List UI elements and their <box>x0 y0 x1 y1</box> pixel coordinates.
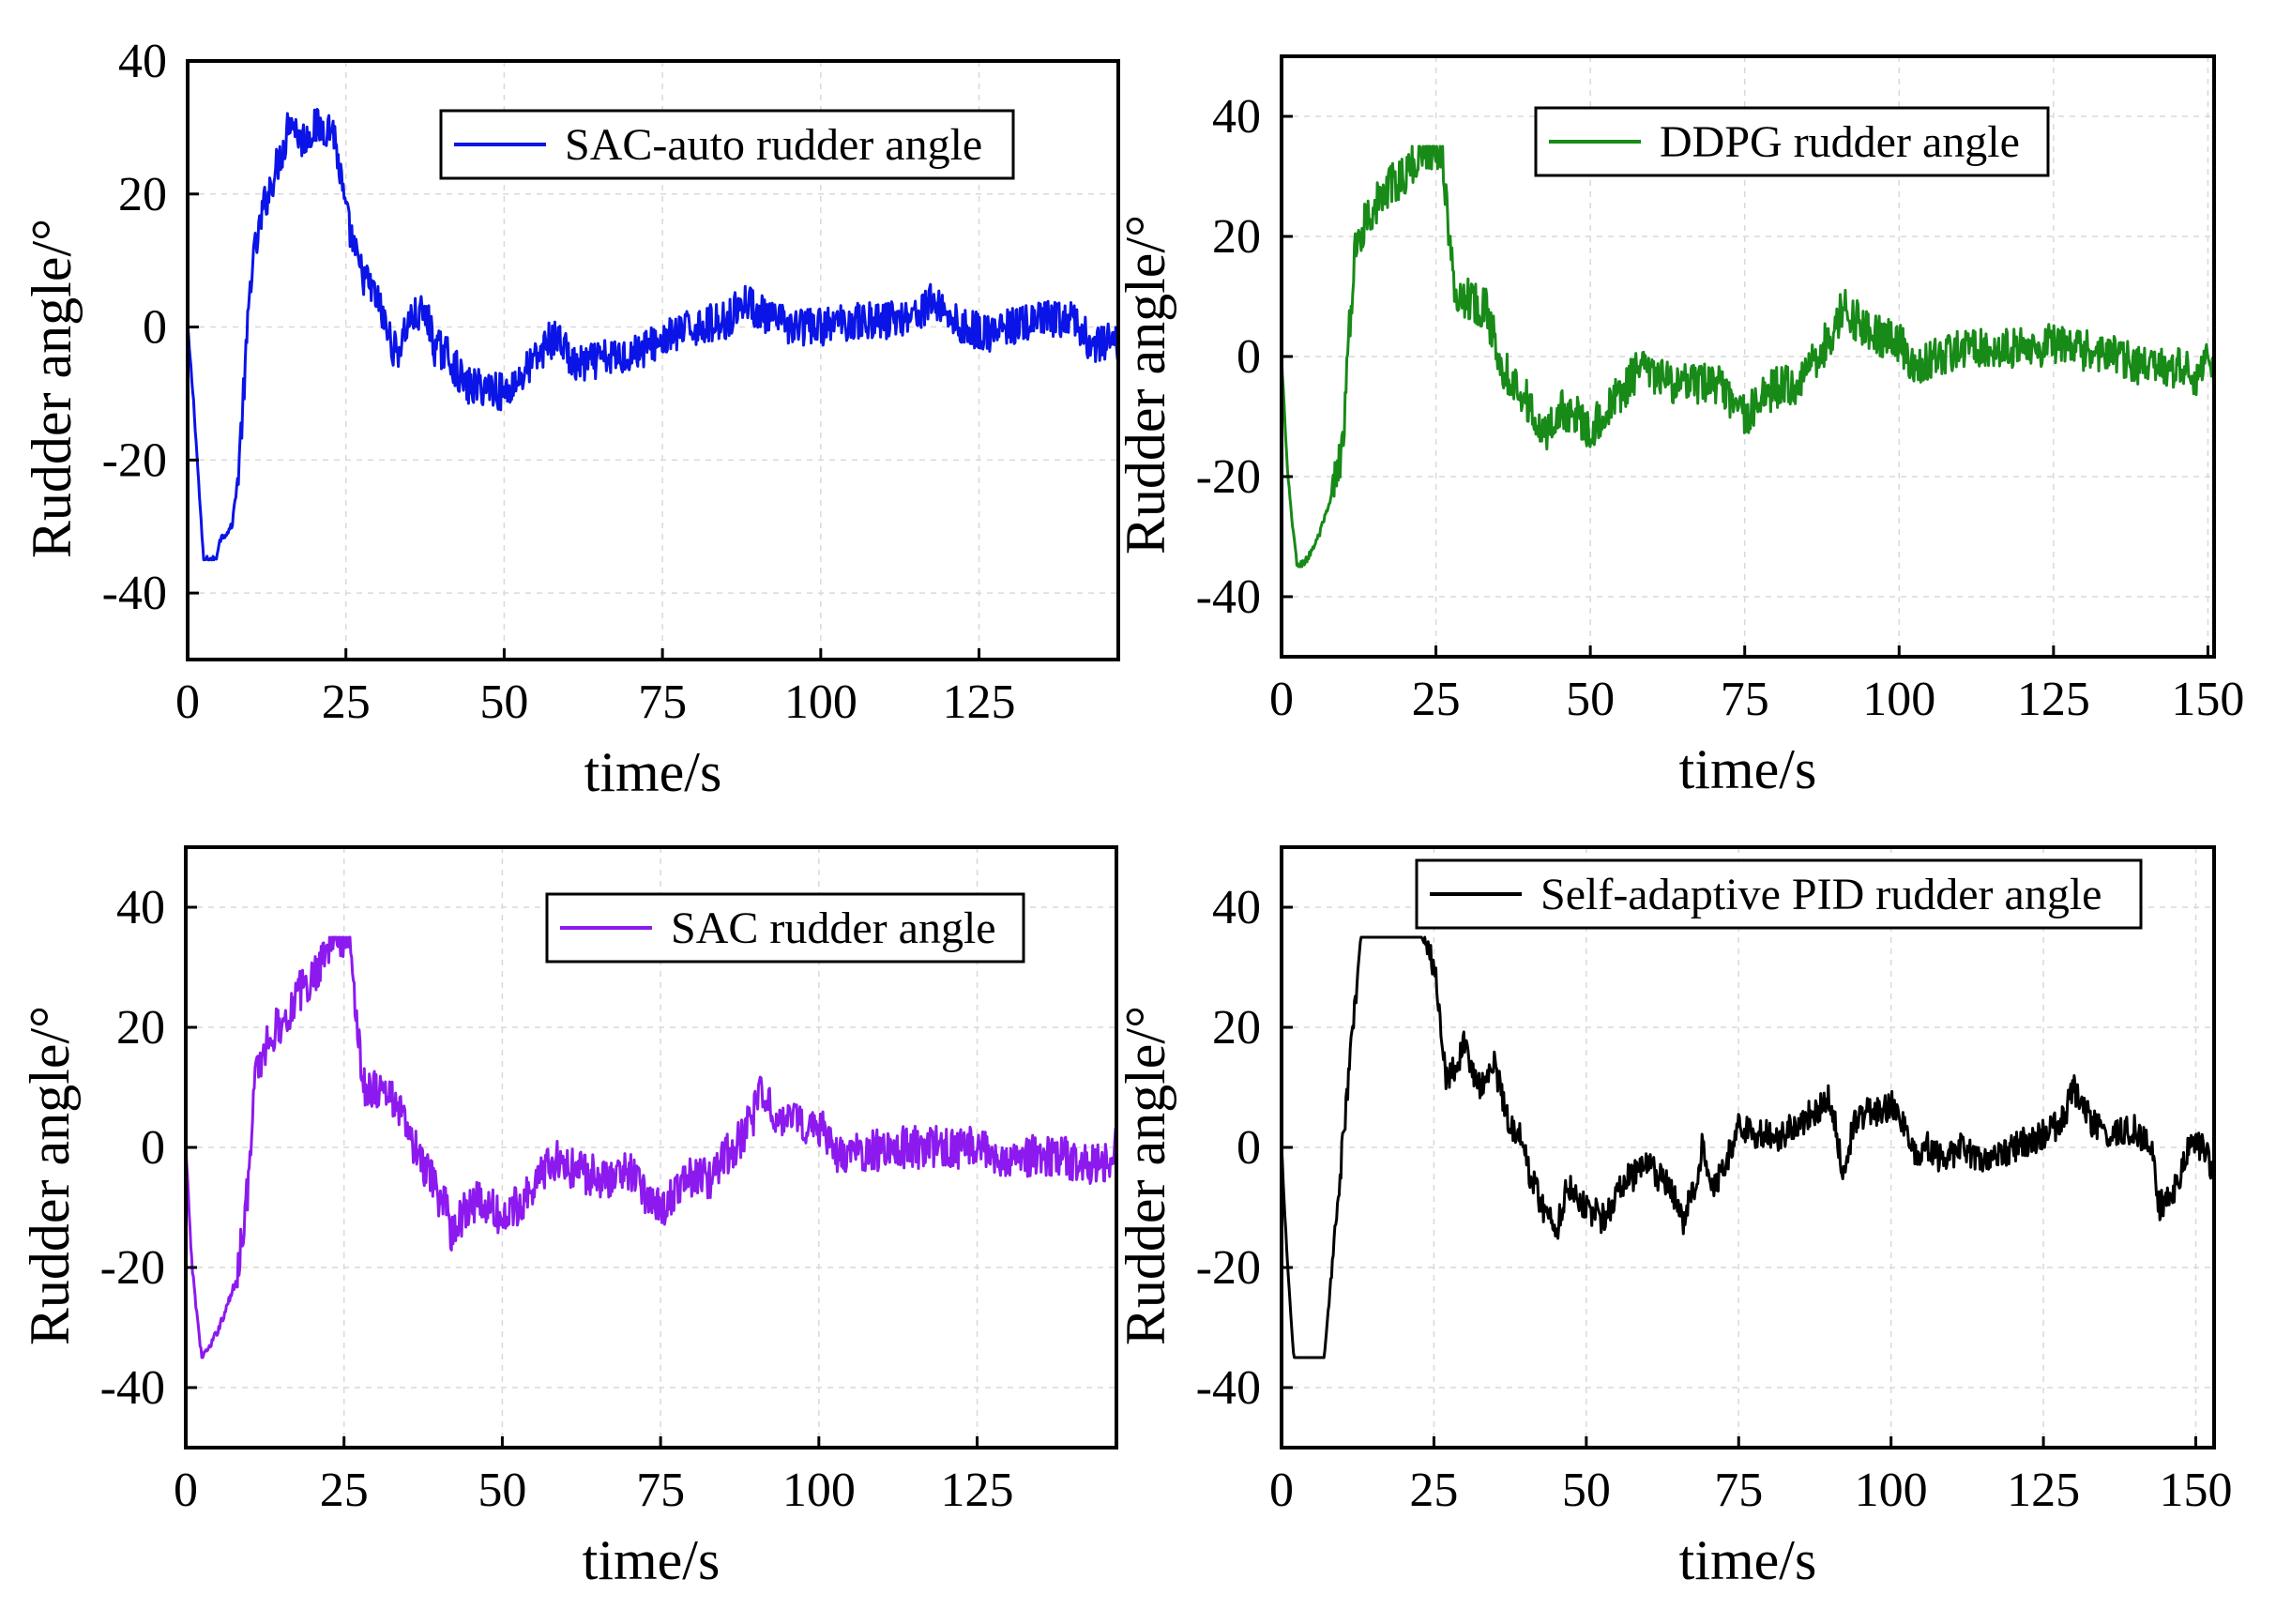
legend-label: Self-adaptive PID rudder angle <box>1540 870 2102 919</box>
panel-ddpg: 0 25 50 75 100 125 150 -40 -20 0 20 40 time/s Rudder … <box>1115 54 2244 800</box>
y-tick-label: 20 <box>116 1001 165 1055</box>
y-axis-label: Rudder angle/° <box>19 1006 81 1345</box>
y-tick-label: 40 <box>1212 90 1261 144</box>
y-tick-label: 40 <box>118 35 167 88</box>
x-tick-label: 150 <box>2171 673 2244 726</box>
x-tick-label: 0 <box>174 1464 198 1517</box>
series-line <box>1280 144 2216 569</box>
x-tick-label: 50 <box>478 1464 526 1517</box>
x-tick-label: 50 <box>1562 1464 1611 1517</box>
x-axis-label: time/s <box>583 1529 721 1591</box>
series-line <box>1280 935 2216 1359</box>
y-axis-label: Rudder angle/° <box>21 219 83 558</box>
y-tick-label: 40 <box>1212 881 1261 934</box>
y-tick-label: 0 <box>143 301 167 355</box>
y-tick-label: -20 <box>1196 450 1261 504</box>
y-tick-label: 0 <box>1237 1121 1261 1175</box>
x-tick-label: 125 <box>2017 673 2090 726</box>
y-axis-label: Rudder angle/° <box>1115 215 1176 554</box>
y-tick-label: -40 <box>1196 1361 1261 1415</box>
y-tick-label: -40 <box>102 567 167 620</box>
y-tick-label: 20 <box>1212 210 1261 264</box>
x-tick-label: 75 <box>1714 1464 1763 1517</box>
x-tick-label: 25 <box>322 675 371 729</box>
x-tick-label: 25 <box>1409 1464 1458 1517</box>
x-tick-label: 0 <box>1269 673 1294 726</box>
x-tick-label: 50 <box>479 675 528 729</box>
legend-label: DDPG rudder angle <box>1660 117 2020 167</box>
x-tick-label: 25 <box>1412 673 1461 726</box>
x-tick-label: 75 <box>636 1464 685 1517</box>
x-tick-label: 0 <box>1269 1464 1294 1517</box>
x-axis-label: time/s <box>584 741 722 803</box>
y-tick-label: 20 <box>1212 1001 1261 1055</box>
y-tick-label: 0 <box>141 1121 165 1175</box>
panel-pid: 0 25 50 75 100 125 150 -40 -20 0 20 40 time/s Rudder … <box>1115 845 2233 1591</box>
y-tick-label: -20 <box>102 433 167 487</box>
y-tick-label: -40 <box>1196 570 1261 624</box>
legend-label: SAC rudder angle <box>671 903 996 953</box>
x-tick-label: 0 <box>175 675 200 729</box>
x-tick-label: 100 <box>1855 1464 1928 1517</box>
x-tick-label: 100 <box>1862 673 1935 726</box>
y-tick-label: -20 <box>1196 1241 1261 1295</box>
x-tick-label: 75 <box>638 675 687 729</box>
x-tick-label: 150 <box>2160 1464 2233 1517</box>
legend-label: SAC-auto rudder angle <box>565 120 982 170</box>
y-tick-label: -40 <box>100 1361 165 1415</box>
x-axis-label: time/s <box>1679 738 1817 800</box>
legend: SAC-auto rudder angle <box>439 109 1015 180</box>
panel-sac-auto: 0 25 50 75 100 125 -40 -20 0 20 40 time/s Rudder ang… <box>21 35 1120 803</box>
x-tick-label: 100 <box>782 1464 856 1517</box>
x-tick-label: 125 <box>943 675 1016 729</box>
y-tick-label: 20 <box>118 168 167 221</box>
x-axis-label: time/s <box>1679 1529 1817 1591</box>
y-tick-label: 40 <box>116 881 165 934</box>
x-tick-label: 75 <box>1721 673 1769 726</box>
plot-frame <box>186 59 1120 661</box>
y-tick-label: 0 <box>1237 330 1261 384</box>
panel-sac: 0 25 50 75 100 125 -40 -20 0 20 40 time/s Rudder ang… <box>19 845 1118 1591</box>
legend: DDPG rudder angle <box>1534 106 2050 177</box>
x-tick-label: 50 <box>1566 673 1615 726</box>
y-axis-label: Rudder angle/° <box>1115 1006 1176 1345</box>
y-tick-label: -20 <box>100 1241 165 1295</box>
legend: SAC rudder angle <box>545 892 1025 964</box>
x-tick-label: 25 <box>320 1464 369 1517</box>
legend-box <box>1415 858 2143 930</box>
x-tick-label: 125 <box>941 1464 1014 1517</box>
legend: Self-adaptive PID rudder angle <box>1415 858 2143 930</box>
series-line <box>186 108 1120 562</box>
series-line <box>184 935 1118 1359</box>
x-tick-label: 100 <box>784 675 857 729</box>
x-tick-label: 125 <box>2007 1464 2080 1517</box>
